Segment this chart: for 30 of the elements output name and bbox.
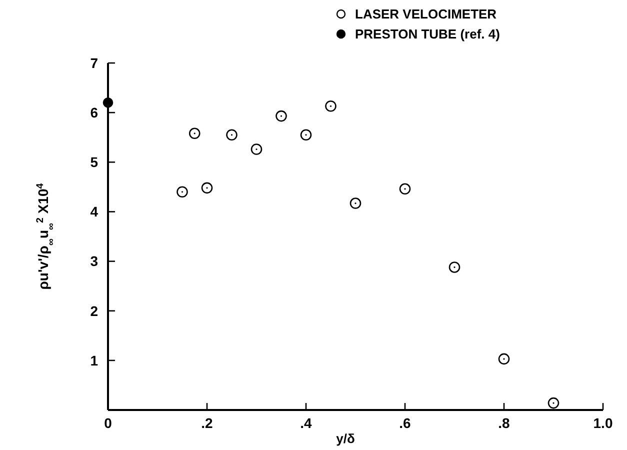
point <box>300 129 312 141</box>
y-tick-label: 3 <box>90 253 98 270</box>
x-axis-title: y/δ <box>336 431 355 446</box>
y-tick-label: 5 <box>90 154 98 170</box>
point <box>102 98 114 108</box>
point <box>325 100 336 112</box>
y-tick-label: 6 <box>90 104 98 120</box>
point <box>188 128 200 140</box>
x-tick-label: .8 <box>498 415 510 431</box>
point <box>176 186 188 198</box>
x-tick-label: 0 <box>104 415 112 431</box>
y-tick-label: 1 <box>90 352 98 368</box>
point <box>250 144 262 155</box>
legend-label: PRESTON TUBE (ref. 4) <box>355 26 500 42</box>
point <box>226 129 238 141</box>
legend-label: LASER VELOCIMETER <box>355 6 498 22</box>
point <box>201 182 213 194</box>
y-tick-label: 7 <box>90 54 98 71</box>
point <box>276 110 287 122</box>
x-tick-label: .4 <box>300 415 312 431</box>
point <box>498 353 510 365</box>
x-tick-label: .6 <box>399 415 412 431</box>
point <box>350 198 362 209</box>
point <box>448 262 460 273</box>
x-tick-label: 1.0 <box>593 415 613 431</box>
y-tick-label: 4 <box>90 204 98 220</box>
y-tick-label: 2 <box>90 302 98 319</box>
point <box>548 397 560 409</box>
x-tick-label: .2 <box>201 415 214 431</box>
point <box>399 183 411 195</box>
